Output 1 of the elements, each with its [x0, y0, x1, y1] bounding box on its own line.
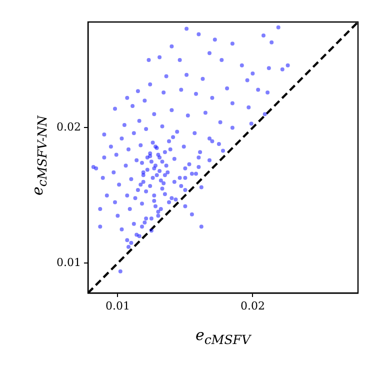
x-axis-title: e$_{cMSFV}$ [194, 326, 252, 347]
